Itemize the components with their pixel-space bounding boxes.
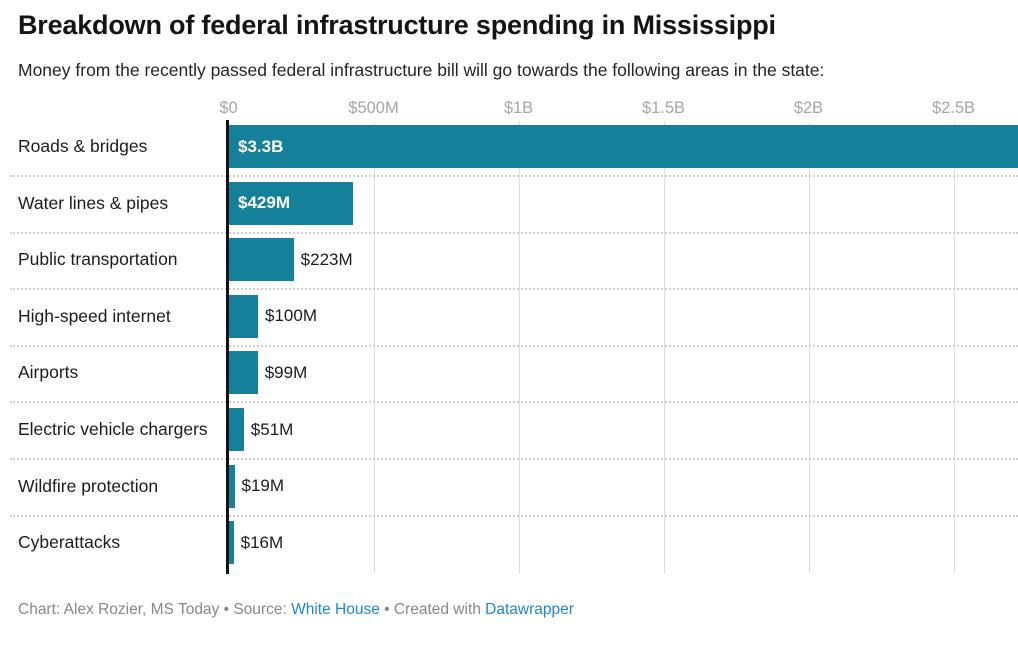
value-label: $99M: [264, 362, 308, 382]
row-separator: [10, 401, 1018, 404]
gridline: [808, 121, 810, 573]
value-label: $19M: [241, 476, 285, 496]
category-label: Airports: [18, 362, 79, 383]
x-axis-tick: $500M: [348, 99, 399, 117]
row-separator: [10, 514, 1018, 517]
x-axis-tick: $1.5B: [641, 99, 686, 117]
row-separator: [10, 175, 1018, 177]
gridline: [373, 121, 375, 573]
x-axis-tick-labels: $0 $500M $1B $1.5B $2B $2.5B: [0, 99, 1018, 117]
footer-byline-text: Chart: Alex Rozier, MS Today • Source:: [18, 601, 292, 618]
value-label: $51M: [250, 419, 294, 439]
bar: [229, 408, 244, 451]
footer-credits: Chart: Alex Rozier, MS Today • Source: W…: [18, 601, 574, 619]
bar: [229, 521, 234, 565]
bar-row: Roads & bridges $3.3B: [0, 120, 1018, 177]
category-label: High-speed internet: [18, 305, 171, 326]
value-label: $223M: [300, 249, 353, 269]
y-axis-baseline: [226, 120, 229, 574]
category-label: Wildfire protection: [18, 475, 159, 496]
bar-row: Cyberattacks $16M: [0, 516, 1018, 573]
bar-row: Airports $99M: [0, 346, 1018, 404]
plot-area: Roads & bridges $3.3B Water lines & pipes $…: [0, 120, 1018, 574]
bar: [229, 351, 258, 395]
chart-title: Breakdown of federal infrastructure spen…: [18, 10, 776, 40]
gridline: [518, 121, 520, 573]
value-label: $3.3B: [238, 136, 284, 156]
bar-row: High-speed internet $100M: [0, 290, 1018, 347]
value-label: $100M: [265, 306, 317, 326]
source-link[interactable]: White House: [291, 601, 380, 618]
bar: [229, 294, 258, 338]
row-separator: [10, 458, 1018, 460]
bar-row: Public transportation $223M: [0, 233, 1018, 291]
row-separator: [10, 288, 1018, 291]
bar: [229, 464, 235, 508]
value-label: $16M: [240, 532, 284, 552]
bar-row: Wildfire protection $19M: [0, 460, 1018, 517]
x-axis-tick: $2.5B: [931, 99, 976, 117]
bar: [229, 181, 354, 225]
chart-subtitle: Money from the recently passed federal i…: [18, 60, 825, 80]
datawrapper-link[interactable]: Datawrapper: [485, 601, 574, 618]
category-label: Water lines & pipes: [18, 192, 169, 213]
bar: [229, 238, 294, 282]
bar-row: Water lines & pipes $429M: [0, 177, 1018, 234]
category-label: Cyberattacks: [18, 532, 121, 553]
row-separator: [10, 231, 1018, 234]
category-label: Public transportation: [18, 249, 178, 270]
gridline: [663, 121, 665, 573]
x-axis-tick: $0: [219, 99, 238, 117]
bar: [229, 125, 1018, 168]
footer-middle-text: • Created with: [379, 601, 486, 618]
category-label: Electric vehicle chargers: [18, 419, 208, 439]
category-label: Roads & bridges: [18, 136, 148, 156]
value-label: $429M: [238, 193, 290, 213]
x-axis-tick: $1B: [503, 99, 534, 117]
x-axis-tick: $2B: [793, 99, 824, 117]
gridline: [953, 121, 955, 573]
row-separator: [10, 344, 1018, 347]
bar-row: Electric vehicle chargers $51M: [0, 403, 1018, 460]
